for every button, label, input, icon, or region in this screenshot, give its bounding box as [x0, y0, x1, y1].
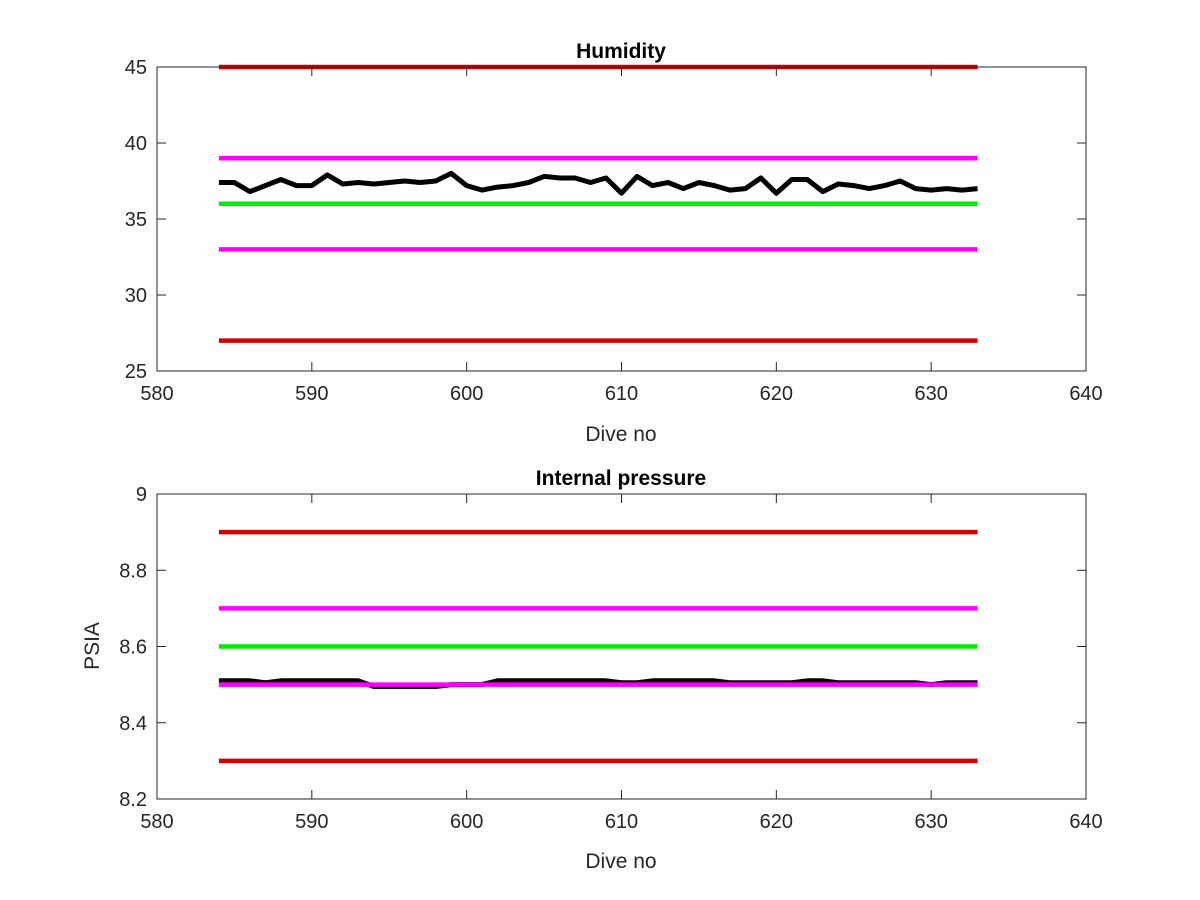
humidity-y-tick-label: 30 — [125, 285, 147, 307]
humidity-y-tick-label: 40 — [125, 133, 147, 155]
humidity-x-tick-label: 620 — [760, 383, 793, 405]
humidity-x-tick-label: 580 — [140, 383, 173, 405]
humidity-ticks: 580 590 600 610 620 630 640 25 30 35 40 45 — [125, 57, 1103, 405]
pressure-series-layer — [218, 529, 978, 764]
pressure-y-tick-label: 8.2 — [119, 789, 147, 811]
pressure-y-tick-label: 9 — [136, 484, 147, 506]
pressure-y-tick-label: 8.4 — [119, 713, 147, 735]
pressure-x-tick-label: 610 — [605, 811, 638, 833]
pressure-axes: 580 590 600 610 620 630 640 8.2 8.4 8.6 8.8 9 Inter… — [81, 467, 1103, 873]
pressure-x-tick-label: 620 — [760, 811, 793, 833]
pressure-x-axis-label: Dive no — [585, 850, 656, 873]
pressure-x-tick-label: 630 — [914, 811, 947, 833]
humidity-x-axis-label: Dive no — [585, 423, 656, 446]
pressure-y-tick-label: 8.6 — [119, 637, 147, 659]
humidity-data-line — [218, 170, 978, 196]
humidity-plot-frame — [156, 66, 1087, 372]
pressure-ticks: 580 590 600 610 620 630 640 8.2 8.4 8.6 8.8 9 — [119, 484, 1103, 833]
humidity-x-tick-label: 640 — [1069, 383, 1102, 405]
pressure-x-tick-label: 600 — [450, 811, 483, 833]
humidity-x-tick-label: 610 — [605, 383, 638, 405]
pressure-title: Internal pressure — [536, 467, 706, 490]
humidity-axes: 580 590 600 610 620 630 640 25 30 35 40 45 Humidity… — [125, 40, 1103, 446]
pressure-y-axis-label: PSIA — [81, 622, 104, 670]
pressure-x-tick-label: 580 — [140, 811, 173, 833]
pressure-x-tick-label: 640 — [1069, 811, 1102, 833]
humidity-x-tick-label: 590 — [295, 383, 328, 405]
humidity-x-tick-label: 630 — [914, 383, 947, 405]
humidity-x-tick-label: 600 — [450, 383, 483, 405]
pressure-y-tick-label: 8.8 — [119, 560, 147, 582]
humidity-y-tick-label: 35 — [125, 209, 147, 231]
humidity-y-tick-label: 25 — [125, 361, 147, 383]
humidity-y-tick-label: 45 — [125, 57, 147, 79]
humidity-series-layer — [218, 64, 978, 343]
humidity-title: Humidity — [576, 40, 666, 63]
pressure-x-tick-label: 590 — [295, 811, 328, 833]
